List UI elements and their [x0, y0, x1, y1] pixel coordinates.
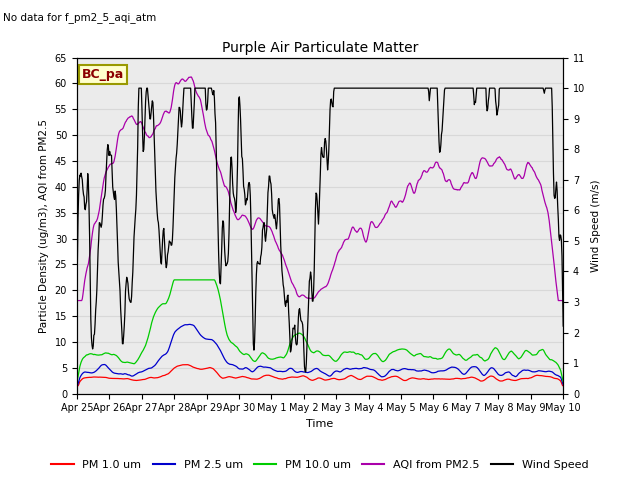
Text: BC_pa: BC_pa: [82, 68, 124, 81]
X-axis label: Time: Time: [307, 419, 333, 429]
Text: No data for f_pm2_5_aqi_atm: No data for f_pm2_5_aqi_atm: [3, 12, 156, 23]
Title: Purple Air Particulate Matter: Purple Air Particulate Matter: [222, 41, 418, 55]
Y-axis label: Wind Speed (m/s): Wind Speed (m/s): [591, 180, 601, 272]
Y-axis label: Particle Density (ug/m3), AQI from PM2.5: Particle Density (ug/m3), AQI from PM2.5: [39, 119, 49, 333]
Legend: PM 1.0 um, PM 2.5 um, PM 10.0 um, AQI from PM2.5, Wind Speed: PM 1.0 um, PM 2.5 um, PM 10.0 um, AQI fr…: [47, 456, 593, 474]
